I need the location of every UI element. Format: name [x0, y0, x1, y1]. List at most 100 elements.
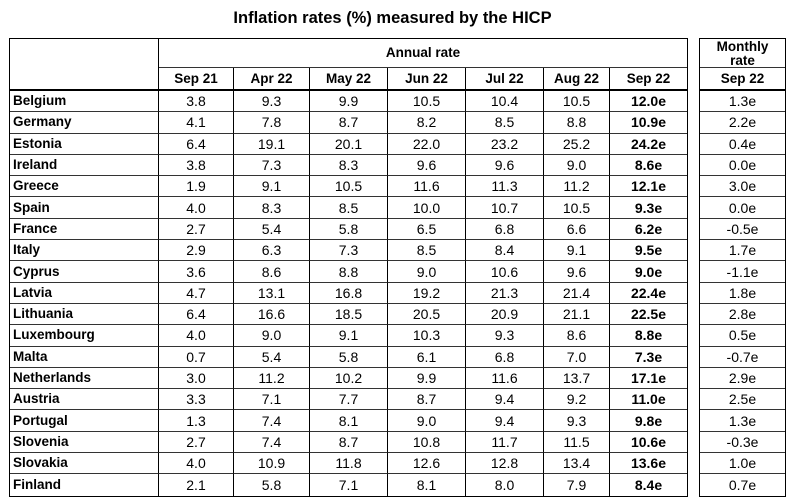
annual-rate-cell: 7.4: [234, 410, 310, 432]
annual-rate-cell: 16.8: [310, 282, 388, 304]
annual-rate-cell: 8.3: [310, 154, 388, 177]
annual-rate-cell: 8.5: [310, 197, 388, 219]
annual-rate-cell: 16.6: [234, 303, 310, 326]
annual-rate-cell: 9.6: [388, 154, 466, 177]
annual-rate-cell: 0.7: [159, 346, 234, 368]
annual-rate-cell: 7.1: [310, 474, 388, 496]
annual-rate-table: Annual rate Sep 21 Apr 22 May 22 Jun 22 Jul …: [9, 38, 688, 497]
monthly-column-header: Sep 22: [700, 68, 785, 91]
country-label: Italy: [10, 240, 159, 262]
annual-rate-cell: 21.1: [544, 303, 610, 326]
annual-rate-cell: 9.3: [544, 410, 610, 432]
annual-rate-cell: 10.0: [388, 197, 466, 219]
monthly-rate-cell: 1.0e: [700, 453, 785, 475]
country-label: France: [10, 218, 159, 241]
annual-rate-cell: 10.8: [388, 431, 466, 454]
annual-rate-cell: 8.8: [310, 261, 388, 283]
annual-rate-cell: 6.5: [388, 218, 466, 241]
column-header: Apr 22: [234, 68, 310, 91]
annual-rate-cell: 6.8: [466, 218, 544, 241]
annual-rate-cell: 9.6: [466, 154, 544, 177]
annual-rate-cell: 11.2: [544, 176, 610, 198]
monthly-rate-header: Monthly rate: [700, 39, 785, 68]
annual-rate-cell: 7.8: [234, 112, 310, 134]
annual-rate-cell: 11.8: [310, 453, 388, 475]
annual-rate-cell: 6.6: [544, 218, 610, 241]
annual-rate-cell: 9.1: [544, 240, 610, 262]
annual-rate-cell: 4.0: [159, 197, 234, 219]
country-label: Netherlands: [10, 367, 159, 390]
latest-annual-rate-cell: 8.4e: [634, 476, 663, 493]
annual-rate-cell: 20.1: [310, 133, 388, 155]
annual-rate-cell: 4.1: [159, 112, 234, 134]
latest-annual-rate-cell: 22.5e: [610, 304, 687, 326]
annual-rate-cell: 7.3: [234, 154, 310, 177]
country-label: Ireland: [10, 154, 159, 177]
annual-rate-cell: 7.7: [310, 389, 388, 411]
monthly-rate-cell: -0.5e: [700, 219, 785, 241]
annual-rate-cell: 7.4: [234, 431, 310, 454]
monthly-rate-cell: 3.0e: [700, 176, 785, 198]
column-header: Aug 22: [544, 68, 610, 91]
annual-rate-cell: 9.4: [466, 410, 544, 432]
country-label: Germany: [10, 112, 159, 134]
annual-rate-cell: 8.0: [466, 474, 544, 496]
annual-rate-cell: 22.0: [388, 133, 466, 155]
annual-rate-cell: 2.7: [159, 431, 234, 454]
country-label: Austria: [10, 389, 159, 411]
annual-rate-cell: 10.5: [544, 197, 610, 219]
country-label: Lithuania: [10, 303, 159, 326]
monthly-rate-cell: 1.3e: [700, 410, 785, 432]
latest-annual-rate-cell: 10.9e: [610, 112, 687, 134]
latest-annual-rate-cell: 22.4e: [610, 283, 687, 304]
country-label: Spain: [10, 197, 159, 219]
annual-rate-cell: 7.0: [544, 346, 610, 368]
column-header: Jul 22: [466, 68, 544, 91]
latest-annual-rate-cell: 12.1e: [610, 176, 687, 198]
annual-rate-cell: 11.6: [388, 176, 466, 198]
annual-rate-cell: 12.8: [466, 453, 544, 475]
annual-rate-cell: 11.2: [234, 367, 310, 390]
annual-rate-cell: 4.0: [159, 325, 234, 347]
annual-rate-cell: 10.4: [466, 91, 544, 113]
annual-rate-cell: 13.7: [544, 367, 610, 390]
country-label: Slovakia: [10, 453, 159, 475]
latest-annual-rate-cell: 8.6e: [610, 155, 687, 177]
annual-rate-cell: 3.0: [159, 367, 234, 390]
annual-rate-cell: 6.1: [388, 346, 466, 368]
annual-rate-cell: 12.6: [388, 453, 466, 475]
annual-rate-cell: 11.6: [466, 367, 544, 390]
monthly-rate-cell: 2.9e: [700, 368, 785, 390]
country-label: Belgium: [10, 91, 159, 113]
latest-annual-rate-cell: 17.1e: [610, 368, 687, 390]
annual-rate-cell: 9.1: [234, 176, 310, 198]
annual-rate-cell: 2.9: [159, 240, 234, 262]
annual-rate-cell: 4.0: [159, 453, 234, 475]
annual-rate-cell: 3.8: [159, 154, 234, 177]
annual-rate-cell: 10.5: [544, 91, 610, 113]
annual-rate-cell: 18.5: [310, 303, 388, 326]
monthly-rate-cell: 0.4e: [700, 134, 785, 155]
annual-rate-cell: 8.3: [234, 197, 310, 219]
latest-annual-rate-cell: 9.8e: [610, 410, 687, 432]
annual-rate-cell: 8.6: [234, 261, 310, 283]
annual-rate-cell: 5.8: [310, 218, 388, 241]
annual-rate-cell: 3.3: [159, 389, 234, 411]
annual-rate-cell: 8.5: [466, 112, 544, 134]
column-header: Sep 22: [610, 68, 687, 91]
table-title: Inflation rates (%) measured by the HICP: [233, 9, 552, 27]
annual-rate-cell: 25.2: [544, 133, 610, 155]
monthly-rate-cell: 2.5e: [700, 389, 785, 411]
latest-annual-rate-cell: 6.2e: [610, 219, 687, 241]
annual-rate-cell: 3.8: [159, 91, 234, 113]
annual-rate-cell: 8.2: [388, 112, 466, 134]
column-header: Sep 21: [159, 68, 234, 91]
monthly-rate-cell: 0.5e: [700, 325, 785, 347]
annual-rate-cell: 5.8: [234, 474, 310, 496]
annual-rate-cell: 8.4: [466, 240, 544, 262]
annual-rate-cell: 8.8: [544, 112, 610, 134]
annual-rate-cell: 13.1: [234, 282, 310, 304]
monthly-rate-cell: 0.0e: [700, 197, 785, 219]
annual-rate-cell: 8.6: [544, 325, 610, 347]
latest-annual-rate-cell: 9.5e: [610, 240, 687, 262]
